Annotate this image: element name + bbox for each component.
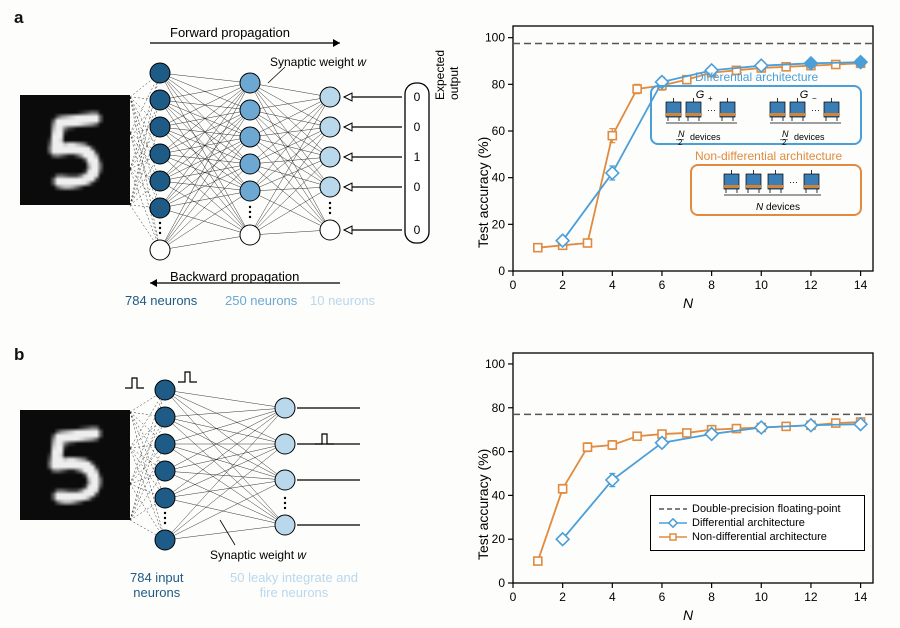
legend-baseline-text: Double-precision floating-point xyxy=(692,503,841,515)
svg-text:2: 2 xyxy=(559,590,566,604)
ylabel-a: Test accuracy (%) xyxy=(475,137,491,248)
svg-text:0: 0 xyxy=(414,223,421,237)
diff-arch-label: Differential architecture xyxy=(695,70,818,84)
svg-text:20: 20 xyxy=(492,217,506,231)
svg-text:10: 10 xyxy=(755,278,769,292)
diff-inset-box: G+···N—2devicesG−···N—2devices xyxy=(650,85,862,145)
layer2-label-b: 50 leaky integrate and fire neurons xyxy=(230,570,358,600)
ylabel-b: Test accuracy (%) xyxy=(475,449,491,560)
legend-nondiff-text: Non-differential architecture xyxy=(692,531,827,543)
svg-text:14: 14 xyxy=(854,590,868,604)
legend-nondiff: Non-differential architecture xyxy=(659,531,856,543)
svg-text:devices: devices xyxy=(690,132,721,142)
svg-text:6: 6 xyxy=(659,590,666,604)
svg-text:6: 6 xyxy=(659,278,666,292)
legend-box: Double-precision floating-point Differen… xyxy=(650,495,865,551)
svg-text:12: 12 xyxy=(804,590,818,604)
svg-text:0: 0 xyxy=(498,576,505,590)
forward-prop-label: Forward propagation xyxy=(170,25,290,40)
svg-text:···: ··· xyxy=(707,105,716,115)
layer2-label-a: 250 neurons xyxy=(225,293,297,308)
nondiff-inset-box: ··· N devices xyxy=(690,164,862,216)
svg-text:4: 4 xyxy=(609,590,616,604)
svg-text:0: 0 xyxy=(414,90,421,104)
svg-text:N devices: N devices xyxy=(756,202,800,213)
legend-baseline: Double-precision floating-point xyxy=(659,503,856,515)
svg-text:100: 100 xyxy=(485,357,505,371)
svg-text:0: 0 xyxy=(414,120,421,134)
legend-diff-text: Differential architecture xyxy=(692,517,805,529)
chart-b-svg: 0 2 4 6 8 10 12 14 0 20 40 60 80 100 xyxy=(465,345,885,625)
svg-text:100: 100 xyxy=(485,31,505,45)
svg-text:0: 0 xyxy=(510,590,517,604)
nondiff-arch-label: Non-differential architecture xyxy=(695,149,842,163)
svg-text:0: 0 xyxy=(510,278,517,292)
expected-output-label: Expected output xyxy=(433,50,461,100)
svg-text:10: 10 xyxy=(755,590,769,604)
legend-diff: Differential architecture xyxy=(659,517,856,529)
svg-text:14: 14 xyxy=(854,278,868,292)
weight-label-a: Synaptic weight w xyxy=(270,55,366,69)
svg-text:80: 80 xyxy=(492,401,506,415)
svg-text:···: ··· xyxy=(811,105,820,115)
svg-text:1: 1 xyxy=(414,150,421,164)
svg-text:0: 0 xyxy=(414,180,421,194)
svg-text:···: ··· xyxy=(789,177,798,187)
panel-a-chart: 0 2 4 6 8 10 12 14 0 20 40 60 80 100 Test accuracy (%… xyxy=(465,18,885,313)
svg-text:0: 0 xyxy=(498,264,505,278)
svg-text:2: 2 xyxy=(782,138,787,147)
svg-text:20: 20 xyxy=(492,532,506,546)
svg-text:80: 80 xyxy=(492,77,506,91)
panel-b-chart: 0 2 4 6 8 10 12 14 0 20 40 60 80 100 Test accuracy (%… xyxy=(465,345,885,625)
svg-text:8: 8 xyxy=(708,278,715,292)
svg-text:devices: devices xyxy=(794,132,825,142)
layer1-label-a: 784 neurons xyxy=(125,293,197,308)
svg-text:60: 60 xyxy=(492,124,506,138)
layer1-label-b: 784 input neurons xyxy=(130,570,184,600)
svg-text:+: + xyxy=(708,94,713,103)
panel-b-nn-diagram: Synaptic weight w 784 input neurons 50 l… xyxy=(20,360,460,620)
xlabel-a: N xyxy=(683,295,693,311)
svg-text:60: 60 xyxy=(492,445,506,459)
svg-text:−: − xyxy=(812,94,817,103)
svg-text:2: 2 xyxy=(559,278,566,292)
svg-text:40: 40 xyxy=(492,488,506,502)
xlabel-b: N xyxy=(683,607,693,623)
svg-text:40: 40 xyxy=(492,171,506,185)
layer3-label-a: 10 neurons xyxy=(310,293,375,308)
svg-text:2: 2 xyxy=(678,138,683,147)
weight-label-b: Synaptic weight w xyxy=(210,548,306,562)
svg-text:G: G xyxy=(800,89,809,101)
svg-text:12: 12 xyxy=(804,278,818,292)
panel-a-nn-diagram: 0 0 1 0 0 Forward propagation Synaptic weigh… xyxy=(20,25,460,315)
svg-text:8: 8 xyxy=(708,590,715,604)
backward-prop-label: Backward propagation xyxy=(170,269,299,284)
svg-text:G: G xyxy=(696,89,705,101)
svg-text:4: 4 xyxy=(609,278,616,292)
